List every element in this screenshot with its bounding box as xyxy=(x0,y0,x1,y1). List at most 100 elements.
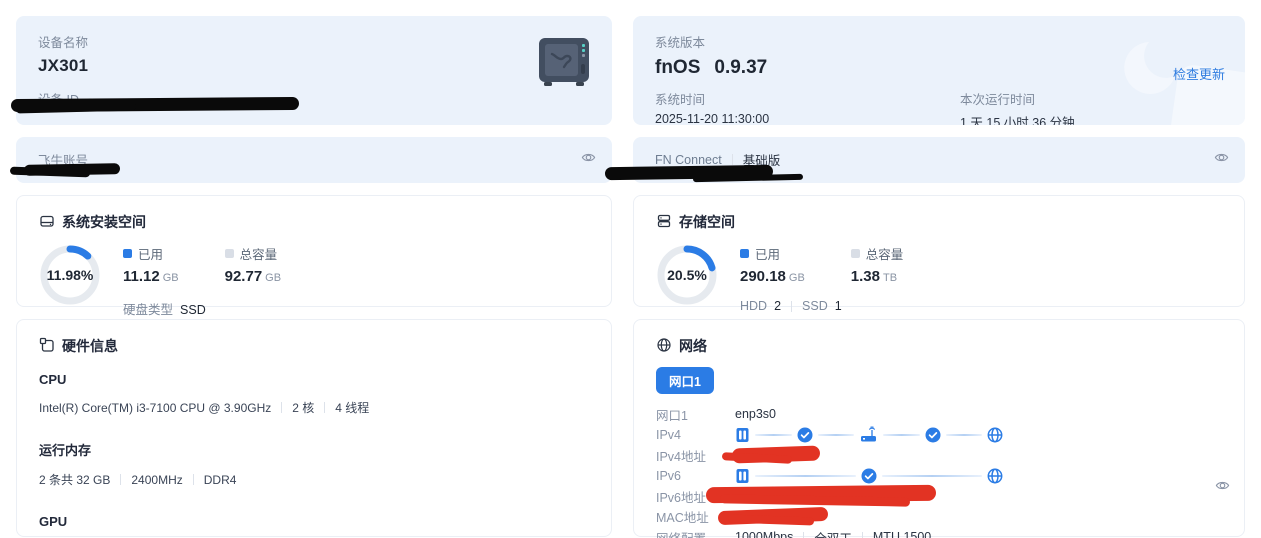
hdd-count: 2 xyxy=(774,299,782,313)
os-name: fnOS xyxy=(655,57,701,78)
ipv4-connectivity-diagram xyxy=(735,426,1003,443)
gpu-label: GPU xyxy=(39,514,68,529)
link-line xyxy=(881,474,982,477)
ram-size: 2 条共 32 GB xyxy=(39,473,111,487)
storage-icon xyxy=(656,213,672,232)
hardware-title: 硬件信息 xyxy=(62,338,118,354)
moon-icon xyxy=(1119,34,1183,109)
os-version: 0.9.37 xyxy=(714,57,768,78)
port-label: 网口1 xyxy=(656,408,688,423)
system-space-card: 系统安装空间 11.98% 已用 11 xyxy=(16,195,612,320)
internet-icon xyxy=(987,468,1003,484)
eye-icon[interactable] xyxy=(581,150,596,170)
port-tab-button[interactable]: 网口1 xyxy=(656,367,714,394)
nas-device-icon xyxy=(536,32,592,95)
globe-icon xyxy=(656,337,672,356)
ram-speed: 2400MHz xyxy=(131,472,183,487)
used-legend-swatch xyxy=(740,249,749,258)
system-space-donut: 11.98% xyxy=(39,244,101,306)
ipv6-connectivity-diagram xyxy=(735,468,1003,484)
used-unit: GB xyxy=(162,272,179,284)
divider xyxy=(120,474,122,485)
ssd-count: 1 xyxy=(834,299,842,313)
duplex-mode: 全双工 xyxy=(814,528,852,538)
fn-connect-plan: 基础版 xyxy=(742,154,781,168)
check-update-link[interactable]: 检查更新 xyxy=(1172,67,1225,82)
total-value: 92.77 xyxy=(224,268,263,285)
network-config-label: 网络配置 xyxy=(656,528,735,538)
system-space-title: 系统安装空间 xyxy=(62,214,146,230)
disk-icon xyxy=(39,213,55,232)
cpu-model: Intel(R) Core(TM) i3-7100 CPU @ 3.90GHz xyxy=(39,400,272,415)
divider xyxy=(861,531,863,538)
mac-addr-label: MAC地址 xyxy=(656,511,709,526)
ram-label: 运行内存 xyxy=(39,443,92,458)
eye-icon[interactable] xyxy=(1215,478,1230,498)
used-unit: GB xyxy=(788,272,805,284)
network-title: 网络 xyxy=(679,338,707,354)
ipv6-label: IPv6 xyxy=(656,468,682,483)
ipv4-label: IPv4 xyxy=(656,427,682,442)
total-label: 总容量 xyxy=(239,248,278,262)
system-version-label: 系统版本 xyxy=(655,36,706,50)
internet-icon xyxy=(987,427,1003,443)
account-card: 飞牛账号 xyxy=(9,137,612,183)
system-card: 系统版本 fnOS 0.9.37 检查更新 系统时间 2025-11-20 11… xyxy=(633,16,1245,125)
total-legend-swatch xyxy=(224,249,234,258)
disk-type-value: SSD xyxy=(180,302,206,317)
link-line xyxy=(817,433,854,436)
system-time-value: 2025-11-20 11:30:00 xyxy=(655,112,770,125)
divider xyxy=(791,300,793,312)
cpu-label: CPU xyxy=(39,372,67,387)
device-id-redaction-stroke xyxy=(15,102,137,114)
connect-redaction-stroke xyxy=(692,173,804,183)
storage-card: 存储空间 20.5% 已用 290.1 xyxy=(633,195,1245,313)
server-icon xyxy=(736,427,749,442)
account-redaction-stroke xyxy=(9,166,91,178)
link-line xyxy=(945,433,982,436)
link-line xyxy=(755,433,792,436)
link-line xyxy=(755,474,856,477)
router-icon xyxy=(861,426,876,442)
hardware-icon xyxy=(39,337,55,356)
total-unit: TB xyxy=(883,272,898,284)
storage-title: 存储空间 xyxy=(679,214,735,230)
hardware-card: 硬件信息 CPU Intel(R) Core(TM) i3-7100 CPU @… xyxy=(16,319,612,537)
divider xyxy=(803,531,805,538)
divider xyxy=(192,474,194,485)
hdd-label: HDD xyxy=(740,299,768,313)
divider xyxy=(324,402,326,413)
divider xyxy=(281,402,283,413)
cpu-cores: 2 核 xyxy=(292,401,315,415)
ipv6-addr-label: IPv6地址 xyxy=(656,490,707,505)
device-card: 设备名称 JX301 设备 ID xyxy=(10,16,612,125)
fn-connect-label: FN Connect xyxy=(655,152,722,167)
total-unit: GB xyxy=(265,272,282,284)
check-icon xyxy=(861,468,876,484)
network-card: 网络 网口1 网口1 enp3s0 IPv4 xyxy=(633,319,1245,538)
used-value: 11.12 xyxy=(123,268,160,285)
device-name-label: 设备名称 xyxy=(38,36,89,50)
cpu-threads: 4 线程 xyxy=(335,401,370,415)
uptime-value: 1 天 15 小时 36 分钟 xyxy=(960,116,1075,125)
total-legend-swatch xyxy=(850,249,860,258)
disk-type-label[interactable]: 硬盘类型 xyxy=(123,299,174,320)
ram-type: DDR4 xyxy=(203,472,237,487)
used-label: 已用 xyxy=(138,248,164,262)
server-icon xyxy=(736,468,749,483)
eye-icon[interactable] xyxy=(1214,150,1229,170)
check-icon xyxy=(925,427,940,443)
ipv4-addr-label: IPv4地址 xyxy=(656,449,707,464)
total-label: 总容量 xyxy=(865,248,904,262)
storage-percent: 20.5% xyxy=(667,267,707,283)
link-line xyxy=(883,433,920,436)
check-icon xyxy=(797,427,812,443)
port-value: enp3s0 xyxy=(735,407,777,422)
system-time-label: 系统时间 xyxy=(655,93,706,107)
ssd-label: SSD xyxy=(802,299,828,313)
total-value: 1.38 xyxy=(850,268,880,285)
system-space-percent: 11.98% xyxy=(46,267,94,283)
used-legend-swatch xyxy=(123,249,132,258)
device-name-value: JX301 xyxy=(38,56,89,75)
